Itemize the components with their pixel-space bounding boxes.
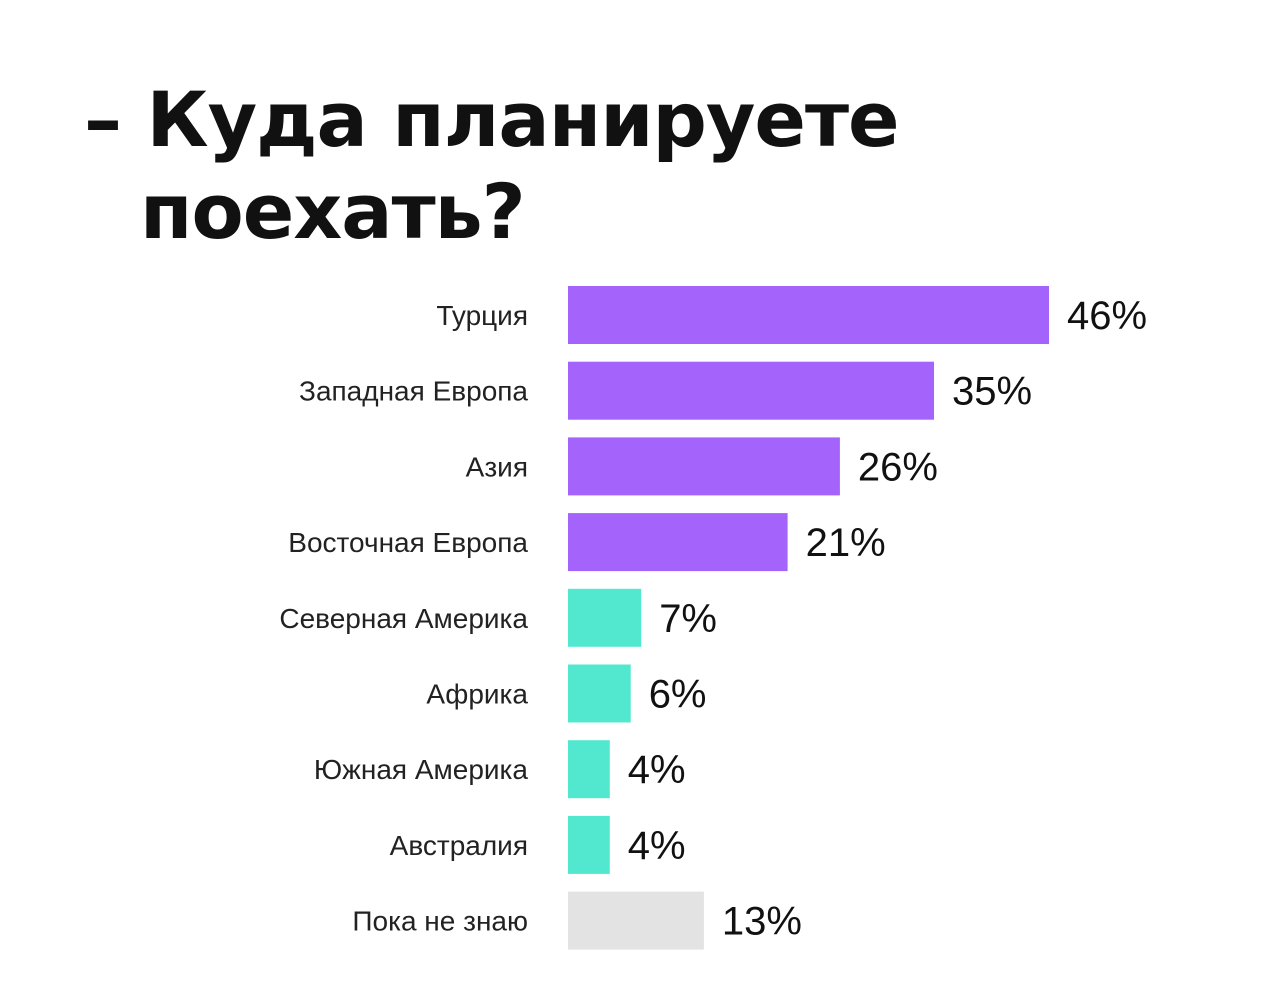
value-label-0: 46% — [1067, 294, 1147, 338]
category-label-6: Южная Америка — [314, 754, 529, 785]
bar-4 — [568, 588, 642, 647]
bar-7 — [568, 815, 610, 874]
category-label-0: Турция — [436, 300, 528, 331]
bar-1 — [568, 361, 934, 420]
value-label-4: 7% — [659, 597, 717, 641]
value-label-5: 6% — [649, 673, 707, 717]
category-label-1: Западная Европа — [299, 376, 528, 407]
value-label-7: 4% — [628, 824, 686, 868]
chart-title: – Куда планируете поехать? — [84, 74, 900, 258]
chart-title-line-1: – Куда планируете — [84, 75, 900, 164]
value-label-8: 13% — [722, 900, 802, 944]
chart-title-line-2-text: поехать? — [140, 167, 526, 256]
value-label-3: 21% — [806, 521, 886, 565]
category-label-4: Северная Америка — [279, 603, 528, 634]
category-label-3: Восточная Европа — [288, 527, 528, 558]
category-label-2: Азия — [466, 451, 528, 482]
value-label-1: 35% — [952, 370, 1032, 414]
bar-2 — [568, 437, 840, 496]
bar-8 — [568, 891, 704, 950]
bar-5 — [568, 664, 631, 723]
bar-6 — [568, 740, 610, 799]
value-label-2: 26% — [858, 445, 938, 489]
category-label-7: Австралия — [390, 830, 528, 861]
bar-0 — [568, 286, 1049, 344]
value-label-6: 4% — [628, 748, 686, 792]
category-label-5: Африка — [426, 679, 528, 710]
category-label-8: Пока не знаю — [352, 906, 528, 937]
bar-3 — [568, 513, 788, 572]
chart-title-line-2: поехать? — [84, 166, 899, 258]
